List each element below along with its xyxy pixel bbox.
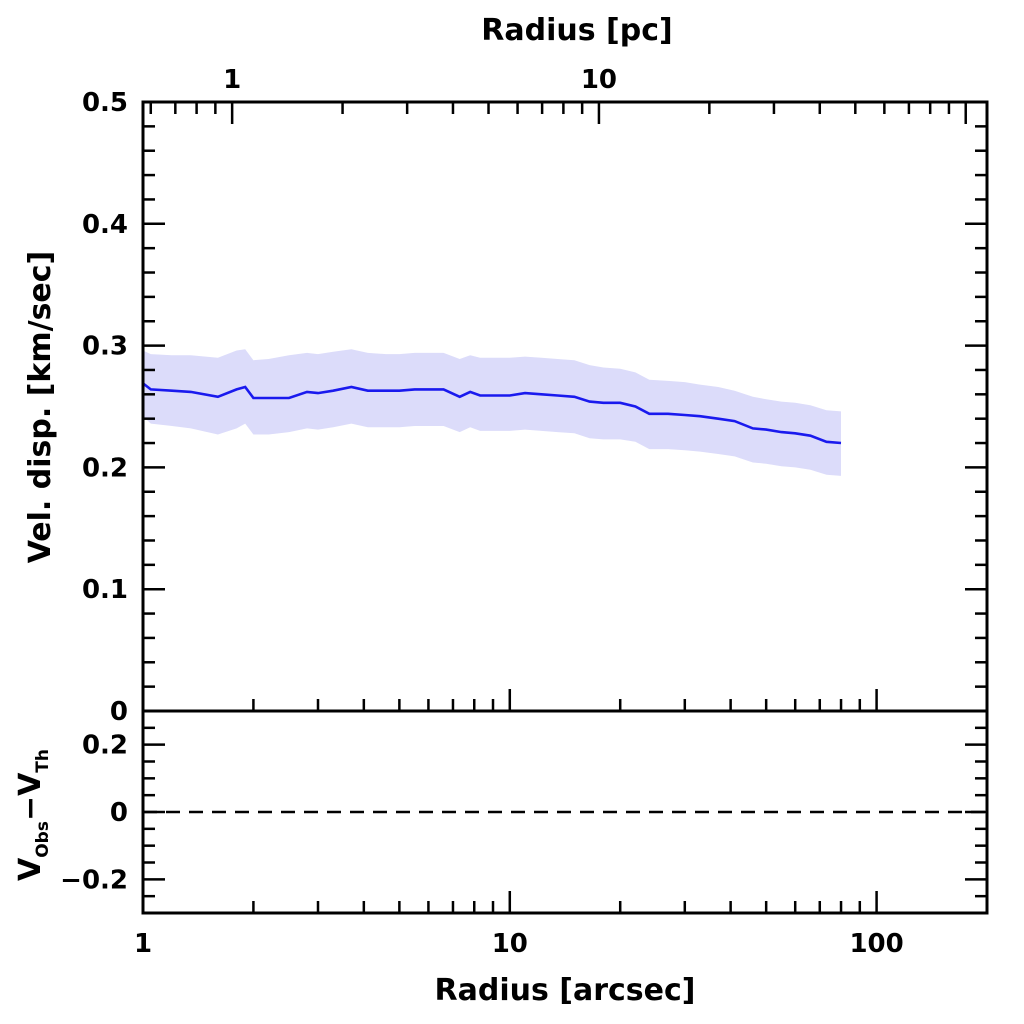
residual-y-tick-label: 0 bbox=[110, 798, 128, 828]
bottom-panel-frame bbox=[141, 709, 989, 915]
residual-label-v1: V bbox=[13, 857, 48, 881]
residual-label-mid: −V bbox=[13, 772, 48, 821]
x-tick-label: 100 bbox=[849, 929, 903, 959]
bottom-panel: 1 10 100 0.2 0 −0.2 bbox=[60, 689, 989, 959]
y-axis-title: Vel. disp. [km/sec] bbox=[23, 251, 58, 564]
top-x-axis-title: Radius [pc] bbox=[481, 13, 672, 48]
y-tick-label: 0.1 bbox=[82, 575, 128, 605]
residual-y-axis-title: VObs−VTh bbox=[13, 749, 53, 881]
bottom-panel-ticks bbox=[141, 689, 989, 915]
residual-y-tick-label: −0.2 bbox=[60, 865, 128, 895]
residual-label-sub2: Th bbox=[33, 749, 53, 773]
x-axis-title: Radius [arcsec] bbox=[435, 973, 696, 1008]
top-x-tick-label: 10 bbox=[581, 65, 617, 95]
x-tick-label: 1 bbox=[134, 929, 152, 959]
top-x-tick-label: 1 bbox=[223, 65, 241, 95]
top-panel: 1 10 0.5 0.4 0.3 0.2 0.1 0 bbox=[82, 65, 989, 727]
y-tick-label: 0.2 bbox=[82, 453, 128, 483]
residual-label-sub1: Obs bbox=[33, 821, 53, 858]
x-tick-label: 10 bbox=[492, 929, 528, 959]
velocity-dispersion-line bbox=[142, 382, 842, 445]
y-tick-label: 0 bbox=[110, 697, 128, 727]
y-tick-label: 0.5 bbox=[82, 88, 128, 118]
top-panel-tick-labels: 1 10 0.5 0.4 0.3 0.2 0.1 0 bbox=[82, 65, 617, 727]
y-tick-label: 0.4 bbox=[82, 210, 128, 240]
velocity-dispersion-band bbox=[143, 349, 841, 476]
y-tick-label: 0.3 bbox=[82, 332, 128, 362]
bottom-panel-tick-labels: 1 10 100 0.2 0 −0.2 bbox=[60, 731, 904, 959]
residual-y-tick-label: 0.2 bbox=[82, 731, 128, 761]
